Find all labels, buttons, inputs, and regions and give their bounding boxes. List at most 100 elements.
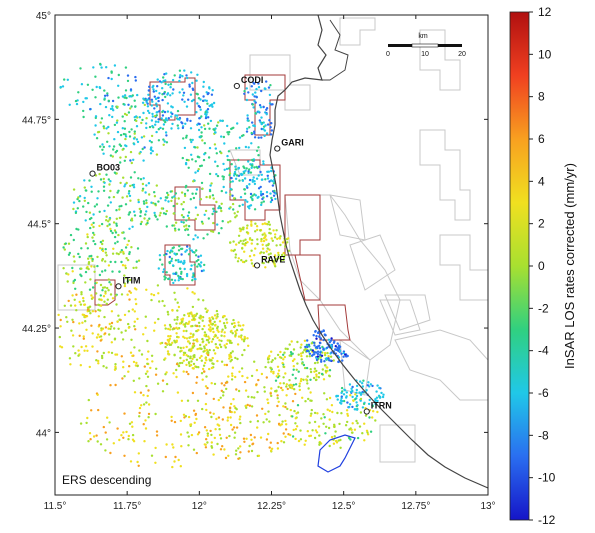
scatter-point bbox=[175, 368, 178, 372]
scatter-point bbox=[118, 318, 121, 321]
scatter-point bbox=[250, 166, 253, 169]
scatter-point bbox=[167, 353, 170, 356]
scatter-point bbox=[219, 206, 222, 210]
scatter-point bbox=[235, 388, 238, 391]
scatter-point bbox=[231, 202, 235, 206]
scatter-point bbox=[298, 382, 301, 385]
scatter-point bbox=[145, 210, 148, 213]
scatter-point bbox=[191, 87, 194, 90]
scatter-point bbox=[158, 300, 161, 303]
scatter-point bbox=[229, 180, 232, 184]
scatter-point bbox=[99, 62, 102, 66]
scatter-point bbox=[95, 203, 99, 206]
scatter-point bbox=[147, 403, 151, 406]
scatter-point bbox=[197, 128, 201, 132]
scatter-point bbox=[108, 145, 111, 148]
scatter-point bbox=[124, 66, 128, 69]
scatter-point bbox=[233, 405, 236, 408]
colorbar-tick-label: -10 bbox=[538, 471, 556, 485]
scatter-point bbox=[274, 197, 277, 201]
scatter-point bbox=[162, 270, 165, 274]
scatter-point bbox=[70, 329, 73, 332]
scatter-point bbox=[232, 249, 235, 253]
scatter-point bbox=[182, 353, 185, 357]
scatter-point bbox=[102, 365, 105, 368]
scatter-point bbox=[107, 220, 110, 223]
scatter-point bbox=[140, 136, 144, 139]
scatter-point bbox=[109, 451, 112, 455]
scatter-point bbox=[99, 283, 103, 287]
scatter-point bbox=[84, 345, 88, 348]
scatter-point bbox=[366, 384, 369, 387]
scatter-point bbox=[123, 274, 126, 277]
scatter-point bbox=[299, 379, 303, 383]
scatter-point bbox=[201, 139, 204, 142]
scatter-point bbox=[228, 341, 232, 344]
scatter-point bbox=[184, 186, 187, 189]
scatter-point bbox=[257, 195, 260, 199]
scatter-point bbox=[164, 357, 167, 360]
scatter-point bbox=[329, 359, 332, 362]
scatter-point bbox=[131, 433, 135, 437]
scatter-point bbox=[124, 135, 128, 138]
scatter-point bbox=[259, 436, 263, 439]
scatter-point bbox=[291, 387, 294, 390]
scatter-point bbox=[103, 94, 107, 98]
scatter-point bbox=[207, 328, 211, 331]
scatter-point bbox=[284, 402, 287, 405]
scatter-point bbox=[265, 376, 268, 379]
scatter-point bbox=[246, 200, 249, 203]
scatter-point bbox=[275, 244, 278, 247]
insar-scatter-points bbox=[57, 62, 385, 469]
scatter-point bbox=[265, 238, 268, 241]
scatter-point bbox=[87, 257, 90, 260]
scatter-point bbox=[186, 312, 190, 315]
scatter-point bbox=[249, 171, 253, 174]
scatter-point bbox=[145, 101, 148, 104]
scatter-point bbox=[196, 213, 199, 217]
scatter-point bbox=[90, 265, 93, 268]
concession-block bbox=[394, 329, 488, 401]
scatter-point bbox=[328, 341, 331, 344]
scatter-point bbox=[233, 436, 236, 439]
scatter-point bbox=[270, 370, 273, 373]
scatter-point bbox=[177, 336, 180, 339]
scatter-point bbox=[291, 400, 295, 403]
scatter-point bbox=[375, 390, 378, 393]
scatter-point bbox=[245, 437, 248, 440]
concession-block bbox=[284, 194, 401, 361]
scatter-point bbox=[250, 449, 254, 453]
scatter-point bbox=[248, 207, 251, 210]
scatter-point bbox=[330, 337, 333, 340]
scatter-point bbox=[203, 127, 207, 131]
scatter-point bbox=[67, 242, 71, 245]
scatter-point bbox=[310, 412, 313, 415]
scatter-point bbox=[307, 343, 311, 346]
scatter-point bbox=[237, 457, 240, 460]
scatter-point bbox=[221, 119, 224, 123]
scatter-point bbox=[203, 324, 206, 328]
scatter-point bbox=[201, 222, 204, 225]
scatter-point bbox=[242, 226, 245, 229]
scatter-point bbox=[212, 230, 215, 233]
scatter-point bbox=[147, 389, 150, 392]
scatter-point bbox=[130, 161, 133, 165]
scatter-point bbox=[354, 393, 357, 396]
scatter-point bbox=[165, 371, 168, 374]
scatter-point bbox=[208, 127, 211, 130]
scatter-point bbox=[371, 404, 374, 408]
scatter-point bbox=[195, 260, 198, 263]
scatter-point bbox=[211, 356, 214, 360]
scatter-point bbox=[214, 428, 217, 431]
scatter-point bbox=[101, 289, 104, 292]
scatter-point bbox=[284, 419, 287, 423]
scatter-point bbox=[276, 394, 279, 397]
scatter-point bbox=[282, 432, 285, 435]
scatter-point bbox=[171, 112, 174, 116]
scatter-point bbox=[143, 103, 146, 107]
scatter-point bbox=[265, 438, 269, 441]
scatter-point bbox=[374, 398, 377, 401]
scatter-point bbox=[309, 391, 312, 394]
scatter-point bbox=[259, 185, 262, 189]
scatter-point bbox=[99, 247, 102, 250]
